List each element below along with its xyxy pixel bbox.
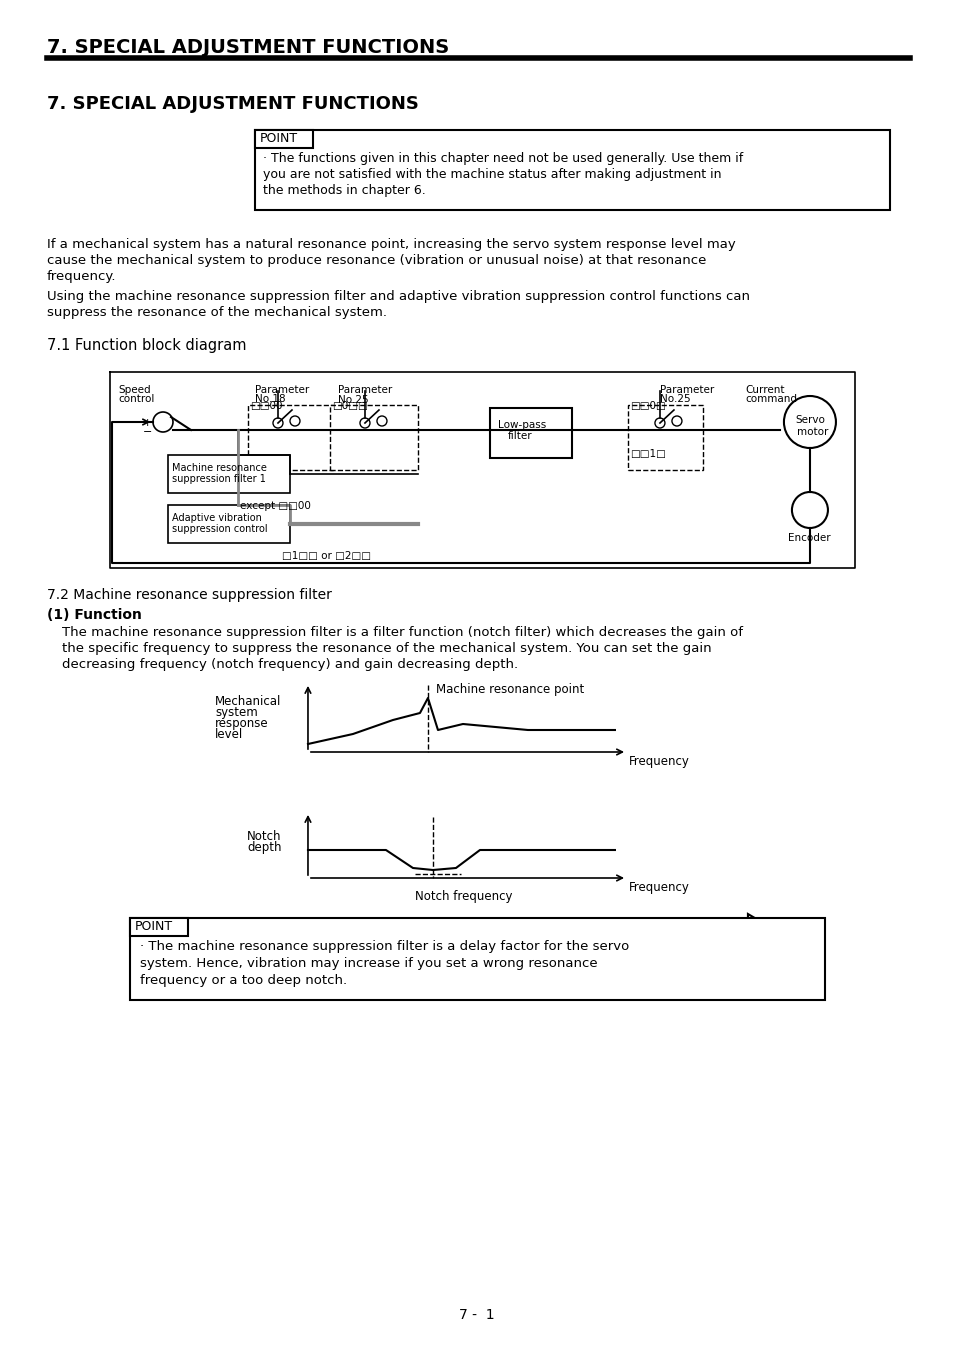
Text: 7.1 Function block diagram: 7.1 Function block diagram [47,338,246,352]
Bar [254,130,889,211]
Text: response: response [214,717,269,730]
Text: Frequency: Frequency [628,882,689,894]
Text: · The machine resonance suppression filter is a delay factor for the servo: · The machine resonance suppression filt… [140,940,629,953]
Text: Notch frequency: Notch frequency [415,890,512,903]
Text: system: system [214,706,257,720]
Text: suppression filter 1: suppression filter 1 [172,474,266,485]
Text: □□1□: □□1□ [629,450,665,459]
Text: □1□□ or □2□□: □1□□ or □2□□ [282,551,371,562]
Text: □□00: □□00 [250,401,282,410]
Text: motor: motor [796,427,827,437]
Bar [254,130,313,148]
Text: control: control [118,394,154,404]
Text: filter: filter [507,431,532,441]
Bar [130,918,188,936]
Text: · The functions given in this chapter need not be used generally. Use them if: · The functions given in this chapter ne… [263,153,742,165]
Text: Parameter: Parameter [659,385,714,396]
Text: Notch: Notch [247,830,281,842]
Bar [168,455,290,493]
Text: system. Hence, vibration may increase if you set a wrong resonance: system. Hence, vibration may increase if… [140,957,597,971]
Bar [627,405,702,470]
Text: Parameter: Parameter [337,385,392,396]
Text: suppression control: suppression control [172,524,268,535]
Text: level: level [214,728,243,741]
Text: Mechanical: Mechanical [214,695,281,707]
Text: The machine resonance suppression filter is a filter function (notch filter) whi: The machine resonance suppression filter… [62,626,742,639]
Text: Frequency: Frequency [628,755,689,768]
Text: (1) Function: (1) Function [47,608,142,622]
Text: the specific frequency to suppress the resonance of the mechanical system. You c: the specific frequency to suppress the r… [62,643,711,655]
Text: Adaptive vibration: Adaptive vibration [172,513,261,522]
Text: depth: depth [247,841,281,855]
Text: frequency.: frequency. [47,270,116,284]
Text: No.25: No.25 [659,394,690,404]
Text: cause the mechanical system to produce resonance (vibration or unusual noise) at: cause the mechanical system to produce r… [47,254,705,267]
Text: the methods in chapter 6.: the methods in chapter 6. [263,184,425,197]
Text: No.25: No.25 [337,396,368,405]
Text: command: command [744,394,796,404]
Text: frequency or a too deep notch.: frequency or a too deep notch. [140,973,347,987]
Text: 7. SPECIAL ADJUSTMENT FUNCTIONS: 7. SPECIAL ADJUSTMENT FUNCTIONS [47,95,418,113]
Text: □0□□: □0□□ [332,401,367,410]
Text: POINT: POINT [260,132,297,144]
Text: decreasing frequency (notch frequency) and gain decreasing depth.: decreasing frequency (notch frequency) a… [62,657,517,671]
Bar [168,505,290,543]
Text: Speed: Speed [118,385,151,396]
Text: If a mechanical system has a natural resonance point, increasing the servo syste: If a mechanical system has a natural res… [47,238,735,251]
Text: Encoder: Encoder [787,533,830,543]
Text: 7.2 Machine resonance suppression filter: 7.2 Machine resonance suppression filter [47,589,332,602]
Text: Parameter: Parameter [254,385,309,396]
Text: Servo: Servo [794,414,824,425]
Text: Machine resonance: Machine resonance [172,463,267,472]
Text: Machine resonance point: Machine resonance point [436,683,583,697]
Bar [490,408,572,458]
Text: +: + [143,418,152,428]
Text: 7. SPECIAL ADJUSTMENT FUNCTIONS: 7. SPECIAL ADJUSTMENT FUNCTIONS [47,38,449,57]
Bar [130,918,824,1000]
Text: except □□00: except □□00 [240,501,311,512]
Text: 7 -  1: 7 - 1 [458,1308,495,1322]
Text: No.18: No.18 [254,394,285,404]
Text: −: − [143,427,152,437]
Bar [248,405,333,470]
Bar [330,405,417,470]
Text: Using the machine resonance suppression filter and adaptive vibration suppressio: Using the machine resonance suppression … [47,290,749,302]
Text: Current: Current [744,385,783,396]
Text: Low-pass: Low-pass [497,420,546,431]
Text: □□0□: □□0□ [629,401,665,410]
Text: you are not satisfied with the machine status after making adjustment in: you are not satisfied with the machine s… [263,167,720,181]
Text: suppress the resonance of the mechanical system.: suppress the resonance of the mechanical… [47,306,387,319]
Text: POINT: POINT [134,919,172,933]
